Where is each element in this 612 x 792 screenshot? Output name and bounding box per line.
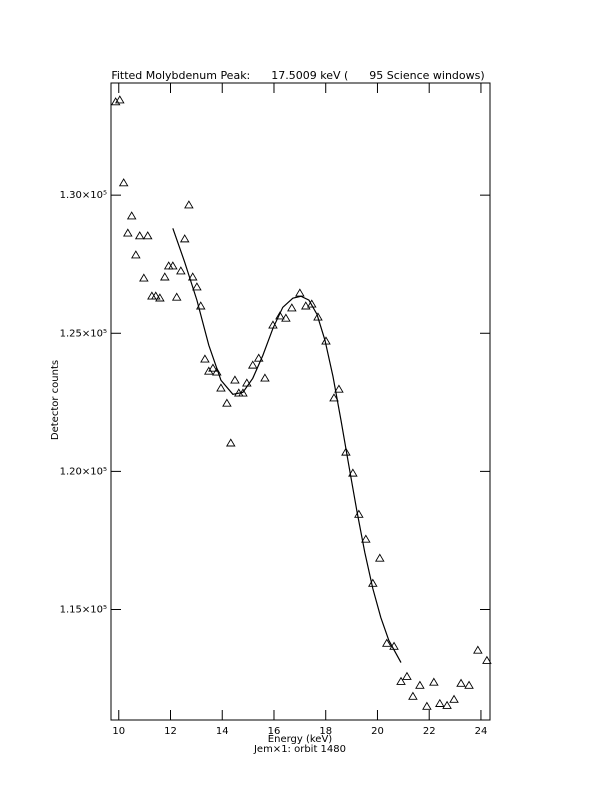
x-tick-label: 24 [475,726,488,737]
data-point [449,694,459,703]
subtitle: Jem×1: orbit 1480 [253,744,346,755]
data-point [301,301,311,310]
data-point [115,95,125,104]
data-point [184,200,194,209]
data-point [422,701,432,710]
y-tick-label: 1.30×10⁵ [60,190,107,201]
data-point [230,375,240,384]
data-point [192,282,202,291]
data-point [176,266,186,275]
data-point [442,700,452,709]
data-point [482,655,492,664]
chart-title: Fitted Molybdenum Peak: 17.5009 keV ( 95… [111,69,484,82]
data-point [142,231,153,240]
data-point [131,250,141,259]
data-point [275,311,285,320]
data-point [306,299,317,308]
data-point [260,373,270,382]
data-point [247,360,258,369]
data-point [429,677,439,686]
data-point [110,97,121,106]
data-point [160,272,170,281]
x-tick-label: 22 [423,726,436,737]
data-point [171,292,182,301]
data-point [329,393,339,402]
data-point [179,234,190,243]
x-tick-label: 14 [216,726,229,737]
plot-frame [110,82,491,721]
x-axis-label: Energy (keV) [268,734,333,745]
data-point [216,383,226,392]
data-point [381,638,392,647]
data-point [222,398,232,407]
x-tick-label: 18 [319,726,332,737]
data-point [473,645,483,654]
data-point [464,680,474,689]
data-point [361,534,371,543]
data-point [155,293,165,302]
data-point [168,261,178,270]
x-tick-label: 10 [112,726,125,737]
data-point [187,272,198,281]
data-point [402,671,412,680]
data-point [287,303,297,312]
fit-line [172,228,402,663]
data-point [253,353,264,362]
data-point [415,680,425,689]
data-point [281,313,291,322]
data-point [456,678,466,687]
data-point [139,273,149,282]
y-tick-label: 1.15×10⁵ [60,605,107,616]
data-point [341,447,351,456]
data-point [348,468,358,477]
x-tick-label: 20 [371,726,384,737]
data-point [375,553,385,562]
data-point [313,312,323,321]
data-point [396,676,406,685]
x-tick-label: 12 [164,726,177,737]
data-point [212,367,222,376]
y-tick-label: 1.25×10⁵ [60,328,107,339]
data-point [225,438,236,447]
data-point [126,211,137,220]
data-point [408,691,418,700]
data-point [200,354,210,363]
x-tick-label: 16 [268,726,281,737]
y-tick-label: 1.20×10⁵ [60,466,107,477]
y-axis-label: Detector counts [50,360,61,440]
data-point [435,698,445,707]
data-point [118,178,129,187]
data-point [150,291,161,300]
data-point [123,228,133,237]
data-point [134,231,145,240]
data-point [334,384,344,393]
data-point [208,363,218,372]
